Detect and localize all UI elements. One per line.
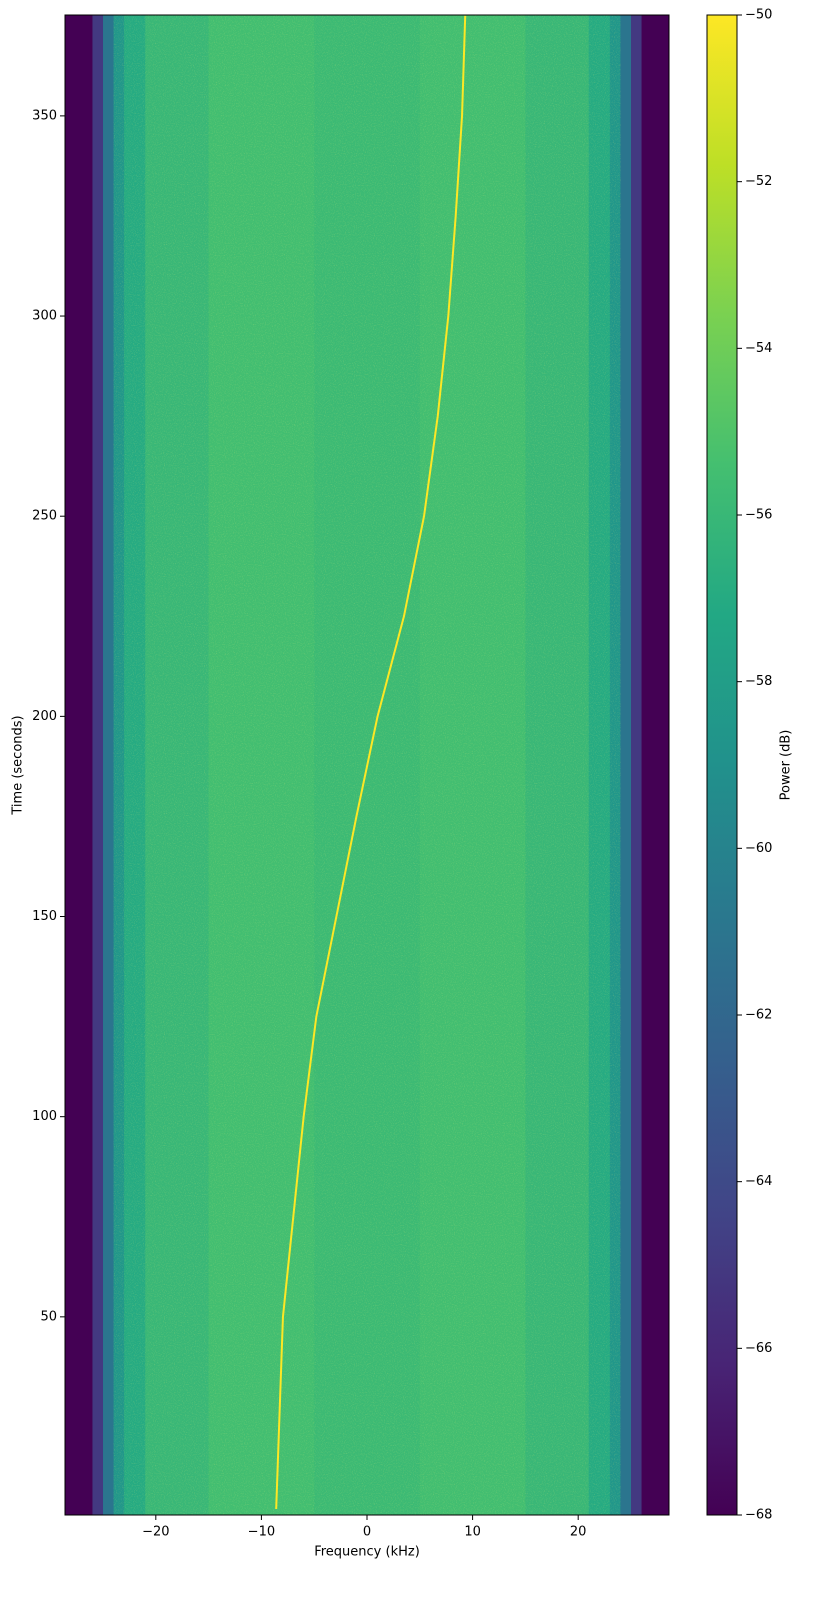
x-tick-label: 20 xyxy=(570,1525,587,1540)
x-axis-label: Frequency (kHz) xyxy=(314,1545,420,1560)
y-tick-label: 350 xyxy=(32,108,57,123)
colorbar-tick-label: −60 xyxy=(745,841,772,856)
y-tick-label: 50 xyxy=(40,1309,57,1324)
colorbar-tick-label: −54 xyxy=(745,341,772,356)
y-tick-label: 250 xyxy=(32,509,57,524)
power-band xyxy=(92,15,104,1515)
colorbar-tick-label: −50 xyxy=(745,8,772,23)
power-band xyxy=(630,15,643,1515)
plot-area xyxy=(65,15,669,1515)
y-tick-label: 300 xyxy=(32,309,57,324)
colorbar-tick-label: −56 xyxy=(745,508,772,523)
colorbar xyxy=(706,14,738,1516)
colorbar-tick-label: −64 xyxy=(745,1174,772,1189)
x-tick-label: −10 xyxy=(248,1525,275,1540)
colorbar-tick-label: −68 xyxy=(745,1508,772,1523)
colorbar-tick-label: −62 xyxy=(745,1008,772,1023)
colorbar-tick-label: −66 xyxy=(745,1341,772,1356)
power-band xyxy=(641,15,669,1515)
x-tick-label: 10 xyxy=(464,1525,481,1540)
y-tick-label: 150 xyxy=(32,909,57,924)
colorbar-label: Power (dB) xyxy=(779,730,794,801)
power-band xyxy=(103,15,115,1515)
colorbar-tick-label: −52 xyxy=(745,174,772,189)
x-tick-label: 0 xyxy=(363,1525,371,1540)
power-band xyxy=(620,15,632,1515)
power-band xyxy=(65,15,93,1515)
doppler-trace xyxy=(275,15,467,1510)
y-tick-label: 100 xyxy=(32,1109,57,1124)
colorbar-tick-label: −58 xyxy=(745,674,772,689)
y-axis-label: Time (seconds) xyxy=(11,715,26,815)
y-tick-label: 200 xyxy=(32,709,57,724)
x-tick-label: −20 xyxy=(142,1525,169,1540)
